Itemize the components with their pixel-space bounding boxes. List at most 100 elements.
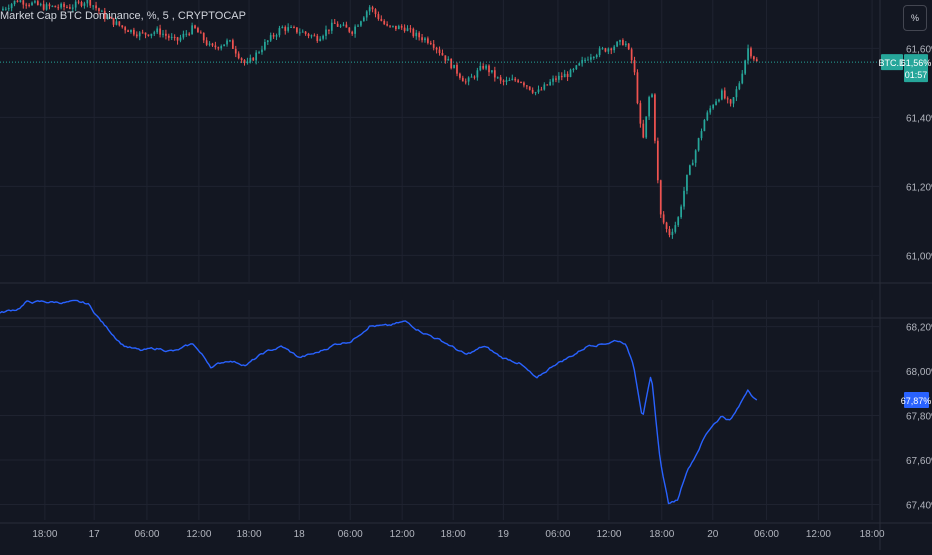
candle-body: [636, 72, 639, 104]
candle-body: [234, 48, 237, 54]
candle-body: [470, 76, 473, 78]
candle-body: [753, 56, 755, 60]
candle-body: [16, 0, 19, 2]
candle-body: [709, 108, 712, 113]
candle-body: [325, 29, 327, 36]
price-tick-label: 67,80%: [906, 412, 932, 423]
time-tick-label: 06:00: [754, 529, 779, 540]
candle-body: [357, 25, 359, 27]
candle-body: [610, 48, 613, 51]
candle-body: [368, 7, 371, 12]
candle-body: [310, 35, 313, 37]
candle-body: [461, 77, 464, 82]
candle-body: [572, 69, 575, 71]
candle-body: [633, 60, 636, 73]
candle-body: [674, 225, 677, 232]
candle-body: [488, 65, 490, 73]
candle-body: [563, 73, 566, 78]
candle-body: [726, 98, 729, 100]
time-tick-label: 18:00: [32, 529, 57, 540]
candle-body: [464, 81, 467, 83]
candle-body: [80, 1, 83, 6]
candle-body: [351, 31, 354, 34]
candle-body: [89, 0, 92, 6]
candle-body: [729, 99, 732, 104]
candle-body: [284, 26, 287, 31]
candle-body: [383, 20, 386, 25]
candle-body: [130, 29, 132, 33]
candle-body: [249, 57, 252, 62]
candle-body: [112, 17, 115, 25]
candle-body: [208, 43, 211, 45]
candle-body: [656, 140, 659, 181]
candle-body: [627, 43, 630, 50]
candle-body: [429, 42, 432, 45]
candle-body: [575, 65, 578, 70]
candle-body: [66, 6, 68, 8]
candle-body: [424, 38, 426, 41]
candle-body: [223, 44, 226, 47]
candle-body: [339, 25, 342, 27]
candle-body: [706, 112, 709, 121]
candle-body: [601, 48, 604, 50]
candle-body: [720, 90, 723, 100]
candle-body: [179, 37, 182, 41]
candle-body: [578, 63, 581, 66]
candle-body: [750, 48, 752, 57]
candle-body: [485, 65, 487, 69]
candle-body: [549, 81, 552, 86]
candle-body: [546, 84, 549, 86]
candle-body: [252, 57, 255, 61]
candle-body: [307, 33, 310, 37]
candle-body: [95, 5, 97, 9]
last-value-box: [904, 54, 928, 83]
candle-body: [645, 116, 648, 138]
candle-body: [528, 86, 531, 90]
candle-body: [4, 8, 7, 10]
candle-body: [389, 25, 391, 27]
candle-body: [36, 1, 39, 5]
candle-body: [2, 8, 4, 11]
price-tick-label: 67,60%: [906, 456, 932, 467]
candle-body: [150, 33, 153, 36]
candle-body: [243, 60, 246, 64]
candle-body: [144, 32, 147, 35]
candle-body: [671, 231, 674, 236]
candle-body: [31, 2, 33, 6]
candle-body: [668, 228, 671, 236]
candle-body: [371, 7, 374, 10]
candle-body: [176, 37, 179, 41]
candle-body: [354, 26, 356, 34]
candle-body: [380, 18, 383, 21]
candle-body: [214, 45, 217, 48]
candle-body: [694, 150, 697, 163]
time-tick-label: 18:00: [441, 529, 466, 540]
time-tick-label: 12:00: [806, 529, 831, 540]
candle-body: [598, 48, 601, 56]
candle-body: [755, 59, 758, 62]
candle-body: [718, 99, 720, 102]
candle-body: [560, 75, 563, 78]
upper-pane[interactable]: BTC.D61,56% 01:57: [0, 0, 931, 239]
lower-last-value-box: [904, 392, 929, 408]
candle-body: [686, 174, 688, 191]
candle-body: [537, 89, 540, 93]
candle-body: [345, 24, 348, 28]
percent-scale-button[interactable]: %: [903, 5, 927, 31]
candle-body: [153, 32, 156, 34]
candle-body: [700, 131, 703, 139]
candle-body: [450, 58, 453, 69]
candle-body: [57, 7, 60, 9]
candle-body: [552, 78, 554, 82]
candle-body: [604, 48, 607, 52]
candle-body: [127, 30, 129, 33]
lower-pane[interactable]: 67,87%: [0, 299, 931, 505]
candle-body: [418, 32, 421, 38]
candle-body: [240, 58, 243, 61]
candle-body: [124, 27, 127, 31]
candle-body: [156, 28, 159, 33]
candle-body: [735, 89, 738, 98]
candle-body: [365, 11, 368, 18]
